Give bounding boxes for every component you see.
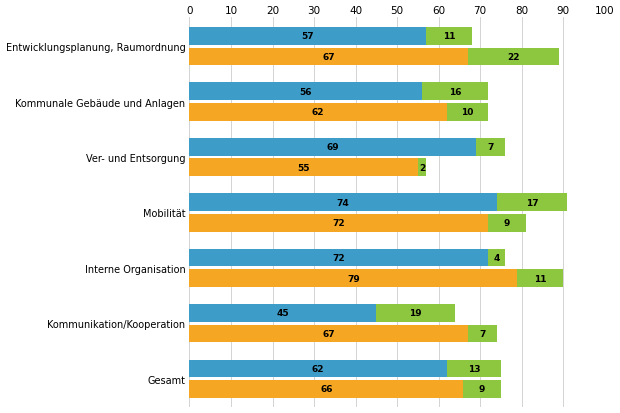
- Bar: [190, 104, 447, 121]
- Text: 67: 67: [322, 53, 335, 62]
- Bar: [422, 83, 489, 101]
- Text: 9: 9: [504, 218, 510, 228]
- Bar: [447, 104, 489, 121]
- Bar: [476, 138, 505, 156]
- Bar: [464, 380, 501, 398]
- Bar: [376, 304, 455, 322]
- Text: 2: 2: [419, 163, 425, 172]
- Bar: [190, 83, 422, 101]
- Bar: [489, 214, 526, 232]
- Bar: [467, 325, 497, 342]
- Bar: [518, 270, 563, 287]
- Bar: [426, 28, 472, 46]
- Bar: [190, 194, 497, 211]
- Text: 19: 19: [409, 309, 422, 318]
- Bar: [190, 138, 476, 156]
- Text: 55: 55: [298, 163, 310, 172]
- Bar: [447, 360, 501, 377]
- Text: 17: 17: [526, 198, 538, 207]
- Text: 9: 9: [479, 385, 485, 394]
- Text: 66: 66: [320, 385, 333, 394]
- Bar: [489, 249, 505, 267]
- Bar: [190, 249, 489, 267]
- Text: 22: 22: [507, 53, 520, 62]
- Text: 7: 7: [479, 329, 485, 338]
- Bar: [190, 214, 489, 232]
- Bar: [190, 159, 418, 177]
- Text: 11: 11: [534, 274, 547, 283]
- Text: 72: 72: [332, 254, 345, 262]
- Bar: [190, 380, 464, 398]
- Bar: [190, 28, 426, 46]
- Text: 62: 62: [312, 364, 324, 373]
- Text: 4: 4: [494, 254, 500, 262]
- Text: 69: 69: [326, 143, 339, 152]
- Text: 13: 13: [467, 364, 480, 373]
- Text: 11: 11: [443, 32, 455, 41]
- Text: 10: 10: [461, 108, 474, 117]
- Bar: [190, 304, 376, 322]
- Text: 45: 45: [277, 309, 289, 318]
- Bar: [418, 159, 426, 177]
- Text: 57: 57: [301, 32, 314, 41]
- Bar: [190, 325, 467, 342]
- Text: 79: 79: [347, 274, 360, 283]
- Bar: [497, 194, 567, 211]
- Text: 56: 56: [299, 88, 312, 97]
- Text: 62: 62: [312, 108, 324, 117]
- Text: 67: 67: [322, 329, 335, 338]
- Text: 7: 7: [487, 143, 494, 152]
- Bar: [190, 48, 467, 66]
- Bar: [190, 270, 518, 287]
- Text: 72: 72: [332, 218, 345, 228]
- Bar: [467, 48, 559, 66]
- Bar: [190, 360, 447, 377]
- Text: 16: 16: [449, 88, 461, 97]
- Text: 74: 74: [337, 198, 350, 207]
